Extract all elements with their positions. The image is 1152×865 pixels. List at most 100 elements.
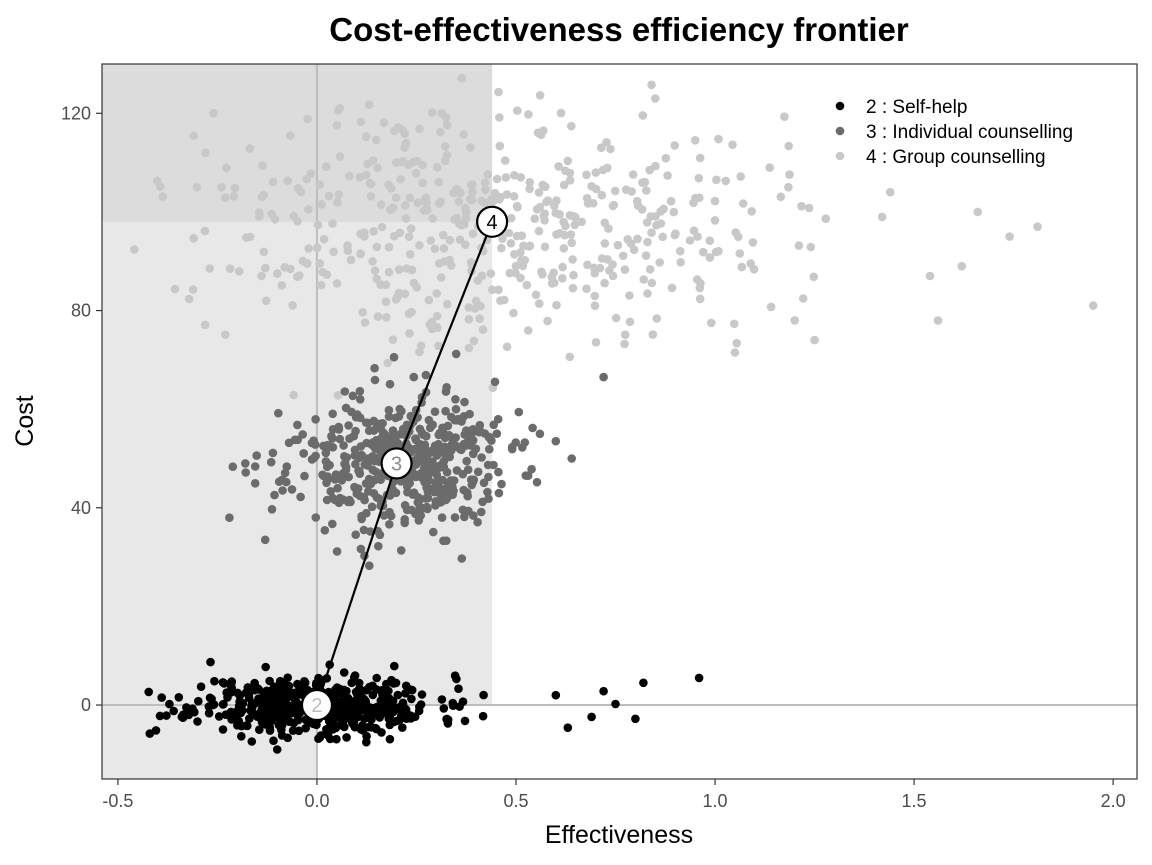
data-point [254,725,264,734]
data-point [450,513,460,522]
data-point [561,166,570,175]
data-point [310,440,320,449]
data-point [442,150,452,160]
data-point [396,175,406,184]
data-point [293,715,303,725]
data-point [418,178,428,188]
data-point [495,141,505,151]
data-point [287,485,297,494]
frontier-node-4 [476,205,509,238]
data-point [625,317,635,327]
data-point [158,192,168,201]
data-point [610,186,620,196]
data-point [638,111,648,120]
data-point [591,338,601,347]
data-point [516,273,525,283]
data-point [422,431,431,441]
data-point [389,352,399,362]
data-point [477,453,486,462]
data-point [604,224,613,233]
data-point [322,162,331,171]
data-point [314,734,323,743]
data-point [577,217,586,227]
data-point [430,244,440,254]
data-point [293,420,302,430]
data-point [693,232,702,241]
data-point [933,316,943,325]
data-point [373,163,382,173]
data-point [312,243,322,252]
data-point [194,696,203,706]
data-point [444,430,454,440]
data-point [558,262,567,272]
data-point [424,415,434,425]
data-point [312,678,321,688]
data-point [311,513,321,522]
data-point [379,118,389,128]
data-point [583,199,593,208]
data-point [642,186,651,195]
data-point [293,272,302,282]
data-point [370,363,379,373]
data-point [587,712,596,722]
series-3-points [225,349,608,570]
data-point [356,117,366,127]
data-point [174,693,184,702]
data-point [511,438,520,447]
data-point [648,330,658,339]
series-4-points [130,73,1098,400]
data-point [712,175,721,185]
data-point [218,678,228,687]
data-point [509,192,519,201]
data-point [606,144,615,154]
data-point [365,178,375,188]
data-point [252,451,261,460]
data-point [618,251,628,261]
data-point [328,519,337,529]
data-point [473,517,482,527]
data-point [500,156,510,165]
data-point [385,734,395,744]
data-point [268,448,278,458]
data-point [329,247,338,257]
data-point [225,513,234,522]
data-point [404,309,414,319]
data-point [204,702,214,711]
data-point [394,265,404,274]
data-point [776,192,786,202]
data-point [695,153,705,163]
data-point [478,497,487,507]
data-point [184,710,193,720]
data-point [351,459,360,469]
data-point [468,229,478,238]
data-point [522,280,532,290]
data-point [652,314,662,323]
data-point [422,502,432,512]
data-point [364,426,374,436]
data-point [388,203,398,212]
data-point [957,261,967,271]
data-point [376,200,386,209]
data-point [514,407,524,417]
data-point [289,390,299,400]
data-point [790,316,799,325]
data-point [254,709,263,719]
data-point [327,431,336,441]
data-point [395,404,405,414]
data-point [639,678,648,688]
data-point [784,141,793,151]
data-point [633,234,642,244]
data-point [335,152,345,161]
data-point [524,326,533,335]
legend-key-4 [835,151,845,161]
data-point [283,673,293,682]
x-tick-label: 0.0 [304,791,329,811]
data-point [439,456,449,466]
data-point [629,245,639,255]
data-point [642,218,652,227]
data-point [395,715,405,724]
data-point [478,325,488,334]
data-point [245,144,255,153]
data-point [439,462,449,472]
data-point [205,264,214,273]
